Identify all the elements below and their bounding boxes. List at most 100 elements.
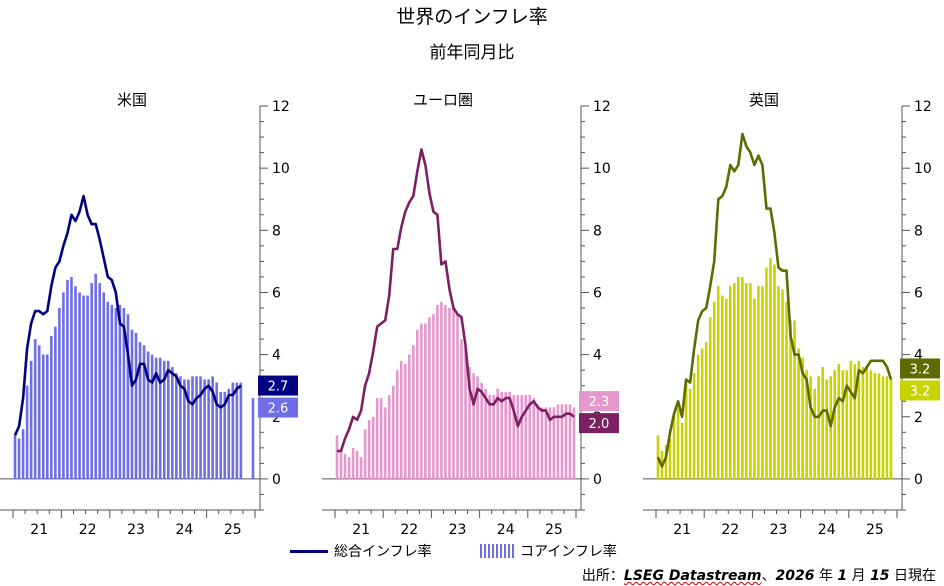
- core-bar-us: [207, 379, 210, 479]
- core-bar-us: [130, 329, 134, 479]
- latest-core-label-uk: 3.2: [910, 384, 931, 399]
- y-tick-label-us: 6: [272, 285, 281, 301]
- core-bar-uk: [797, 348, 800, 479]
- source-day-unit: 日現在: [894, 568, 936, 584]
- core-bar-uk: [813, 388, 816, 479]
- core-bar-us: [231, 382, 235, 479]
- source-month-unit: 月: [851, 568, 866, 584]
- core-bar-uk: [745, 283, 748, 479]
- core-bar-uk: [749, 283, 752, 479]
- core-bar-uk: [877, 373, 881, 479]
- core-bar-eurozone: [375, 398, 379, 479]
- core-bar-uk: [885, 376, 889, 479]
- x-tick-label-eurozone: 25: [545, 522, 563, 538]
- core-bar-us: [183, 379, 186, 479]
- core-bar-us: [154, 357, 158, 479]
- chart-subtitle: 前年同月比: [429, 43, 515, 63]
- core-bar-us: [162, 360, 166, 479]
- core-bar-eurozone: [524, 395, 528, 479]
- core-bar-us: [62, 292, 65, 479]
- core-bar-eurozone: [343, 454, 347, 479]
- core-bar-eurozone: [436, 304, 439, 479]
- source-note: 出所：LSEG Datastream、2026 年 1 月 15 日現在: [582, 565, 936, 585]
- chart-title: 世界のインフレ率: [396, 6, 548, 28]
- latest-headline-label-us: 2.7: [268, 380, 289, 395]
- core-bar-uk: [700, 348, 704, 479]
- y-tick-label-uk: 10: [914, 161, 932, 177]
- core-bar-uk: [869, 370, 873, 479]
- x-tick-label-uk: 21: [673, 522, 691, 538]
- core-bar-eurozone: [371, 416, 375, 479]
- core-bar-us: [41, 354, 45, 479]
- core-bar-eurozone: [420, 323, 423, 479]
- x-tick-label-eurozone: 24: [497, 522, 515, 538]
- core-bar-us: [102, 292, 106, 479]
- legend-core-swatch: [480, 544, 516, 558]
- core-bar-us: [158, 357, 162, 479]
- core-bar-eurozone: [363, 429, 367, 479]
- core-bar-uk: [765, 267, 768, 479]
- core-bar-us: [50, 335, 53, 479]
- core-bar-eurozone: [508, 391, 512, 479]
- core-bar-uk: [761, 286, 764, 479]
- core-bar-us: [13, 435, 17, 479]
- core-bar-eurozone: [412, 345, 415, 479]
- legend-core-label: コアインフレ率: [520, 544, 617, 560]
- core-bar-eurozone: [408, 354, 411, 479]
- core-bar-eurozone: [476, 376, 479, 479]
- core-bar-us: [21, 429, 25, 479]
- core-bar-eurozone: [456, 314, 459, 479]
- core-bar-uk: [773, 264, 776, 479]
- core-bar-eurozone: [504, 391, 508, 479]
- core-bar-uk: [833, 370, 837, 479]
- core-bar-eurozone: [532, 398, 536, 479]
- core-bar-us: [78, 292, 81, 479]
- source-year: 2026: [775, 568, 815, 584]
- core-bar-eurozone: [391, 385, 395, 479]
- latest-core-box-uk: [900, 380, 940, 401]
- core-bar-us: [90, 283, 93, 479]
- latest-headline-label-uk: 3.2: [910, 362, 931, 377]
- core-bar-us: [33, 339, 37, 479]
- core-bar-uk: [733, 283, 736, 479]
- core-bar-us: [94, 273, 97, 479]
- core-bar-uk: [889, 379, 893, 479]
- y-tick-label-uk: 0: [914, 472, 923, 488]
- core-bar-eurozone: [472, 373, 475, 479]
- core-bar-uk: [837, 363, 841, 479]
- core-bar-uk: [825, 379, 829, 479]
- core-bar-uk: [865, 367, 869, 479]
- core-bar-us: [187, 379, 190, 479]
- latest-core-label-us: 2.6: [268, 402, 289, 417]
- core-bar-eurozone: [416, 329, 419, 479]
- core-bar-eurozone: [528, 395, 532, 479]
- core-bar-us: [110, 304, 114, 479]
- core-bar-uk: [753, 298, 756, 479]
- core-bar-eurozone: [544, 407, 548, 479]
- core-bar-eurozone: [395, 370, 399, 479]
- core-bar-us: [106, 301, 110, 479]
- source-day: 15: [870, 568, 890, 584]
- core-bar-eurozone: [335, 435, 339, 479]
- y-tick-label-eurozone: 4: [593, 348, 602, 364]
- core-bar-uk: [729, 286, 732, 479]
- core-bar-eurozone: [347, 457, 351, 479]
- x-tick-label-us: 23: [127, 522, 145, 538]
- core-bar-eurozone: [572, 407, 576, 479]
- core-bar-us: [45, 354, 49, 479]
- core-bar-us: [195, 376, 198, 479]
- core-bar-us: [58, 308, 61, 479]
- core-bar-uk: [793, 320, 796, 479]
- core-bar-uk: [712, 301, 716, 479]
- core-bar-eurozone: [556, 404, 560, 479]
- y-tick-label-eurozone: 12: [593, 99, 611, 115]
- core-bar-us: [203, 379, 206, 479]
- core-bar-us: [98, 283, 102, 479]
- core-bar-us: [211, 376, 214, 479]
- core-bar-us: [82, 295, 85, 479]
- core-bar-us: [223, 391, 227, 479]
- core-bar-uk: [680, 422, 684, 479]
- core-bar-eurozone: [540, 407, 544, 479]
- panel-title-eurozone: ユーロ圏: [412, 91, 473, 109]
- core-bar-us: [150, 354, 154, 479]
